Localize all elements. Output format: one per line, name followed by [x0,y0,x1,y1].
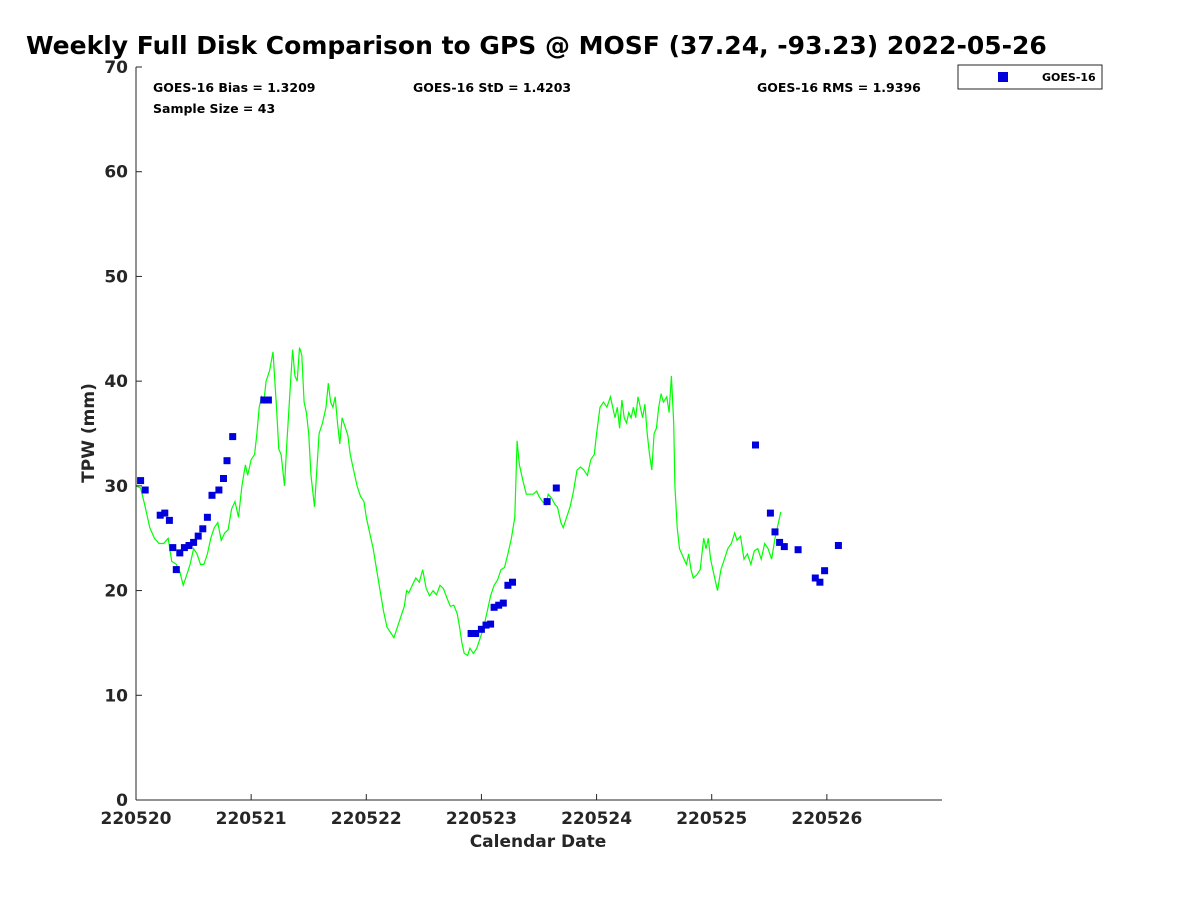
goes-16-point [477,625,485,633]
x-tick-label: 220521 [216,809,287,829]
std-stat: GOES-16 StD = 1.4203 [413,80,571,95]
goes-16-point [794,546,802,554]
x-tick-label: 220522 [331,809,402,829]
goes-16-point [487,620,495,628]
goes-16-point [264,396,272,404]
goes-16-point [223,457,231,465]
goes-16-point [467,630,475,637]
goes-16-point [499,599,507,607]
goes-16-point [180,544,188,552]
goes-16-point [472,630,480,637]
x-tick-label: 220524 [561,809,632,829]
goes-16-point [141,486,149,494]
y-tick-label: 50 [104,267,128,287]
goes-16-point [821,567,829,575]
goes-16-point [752,441,759,449]
goes-16-point [766,509,774,517]
goes-16-point [509,578,516,586]
goes-16-point [199,525,207,533]
goes-16-point [156,511,164,519]
y-tick-label: 0 [116,791,128,811]
goes-16-point [220,475,227,482]
y-tick-label: 40 [104,372,128,392]
goes-16-point [771,528,779,536]
goes-16-series-layer [137,396,842,637]
goes-16-point [834,542,842,549]
y-tick-label: 60 [104,163,128,183]
y-axis-label: TPW (mm) [79,383,99,483]
legend-label-goes-16: GOES-16 [1042,71,1096,84]
goes-16-point [811,574,819,582]
y-tick-label: 20 [104,582,128,602]
goes-16-point [165,516,173,524]
goes-16-point [137,477,145,485]
goes-16-point [176,549,184,557]
goes-16-point [208,491,216,499]
legend: GOES-16 [957,64,1103,90]
sample-size-stat: Sample Size = 43 [153,101,275,116]
goes-16-point [172,566,180,574]
chart-title: Weekly Full Disk Comparison to GPS @ MOS… [26,31,1047,60]
goes-16-point [169,544,177,552]
goes-16-point [260,396,268,404]
y-tick-label: 70 [104,58,128,78]
x-tick-label: 220520 [101,809,172,829]
goes-16-point [552,484,560,492]
bias-stat: GOES-16 Bias = 1.3209 [153,80,315,95]
goes-16-point [495,601,503,609]
x-axis-ticks: 220520 220521 220522 220523 220524 220525 2205… [101,794,862,829]
goes-16-point [190,538,198,546]
legend-box [957,64,1103,90]
y-tick-label: 30 [104,477,128,497]
goes-16-point [185,542,193,549]
goes-16-point [229,433,237,441]
x-tick-label: 220523 [446,809,517,829]
goes-16-point [504,581,512,589]
goes-16-point [776,538,784,546]
y-tick-label: 10 [104,686,128,706]
y-axis-ticks: 0 10 20 30 40 50 60 70 [104,58,142,811]
x-axis-label: Calendar Date [470,832,607,852]
legend-marker-goes-16 [998,72,1008,82]
goes-16-point [543,498,551,506]
x-tick-label: 220525 [676,809,747,829]
goes-16-point [215,486,223,494]
goes-16-point [490,603,498,611]
goes-16-point [194,532,202,540]
goes-16-point [203,513,211,521]
goes-16-point [161,509,169,517]
goes-16-point [482,621,490,629]
goes-16-point [816,578,824,586]
x-tick-label: 220526 [791,809,862,829]
goes-16-point [780,543,788,551]
rms-stat: GOES-16 RMS = 1.9396 [757,80,921,95]
plot-area [136,67,942,800]
